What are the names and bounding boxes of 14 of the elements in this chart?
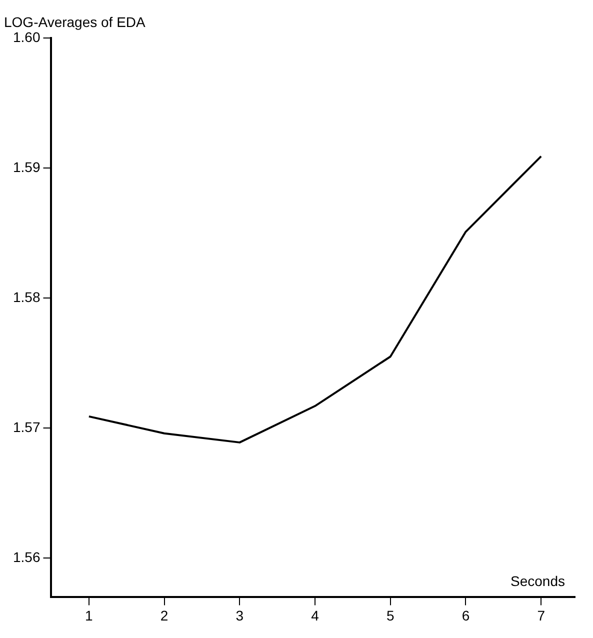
x-tick-label: 6 [462, 607, 470, 624]
x-tick-label: 1 [85, 607, 94, 624]
x-axis-title: Seconds [510, 573, 565, 590]
x-tick-label: 5 [386, 607, 394, 624]
y-tick-label: 1.59 [13, 158, 40, 175]
x-tick-label: 7 [537, 607, 546, 624]
y-tick-label: 1.56 [13, 549, 40, 566]
y-tick-label: 1.58 [13, 288, 40, 305]
y-tick-label: 1.60 [13, 28, 40, 45]
x-tick-label: 4 [311, 607, 320, 624]
x-tick-label: 2 [160, 607, 168, 624]
x-tick-label: 3 [236, 607, 244, 624]
y-axis-title: LOG-Averages of EDA [4, 14, 146, 30]
y-tick-label: 1.57 [13, 419, 40, 435]
